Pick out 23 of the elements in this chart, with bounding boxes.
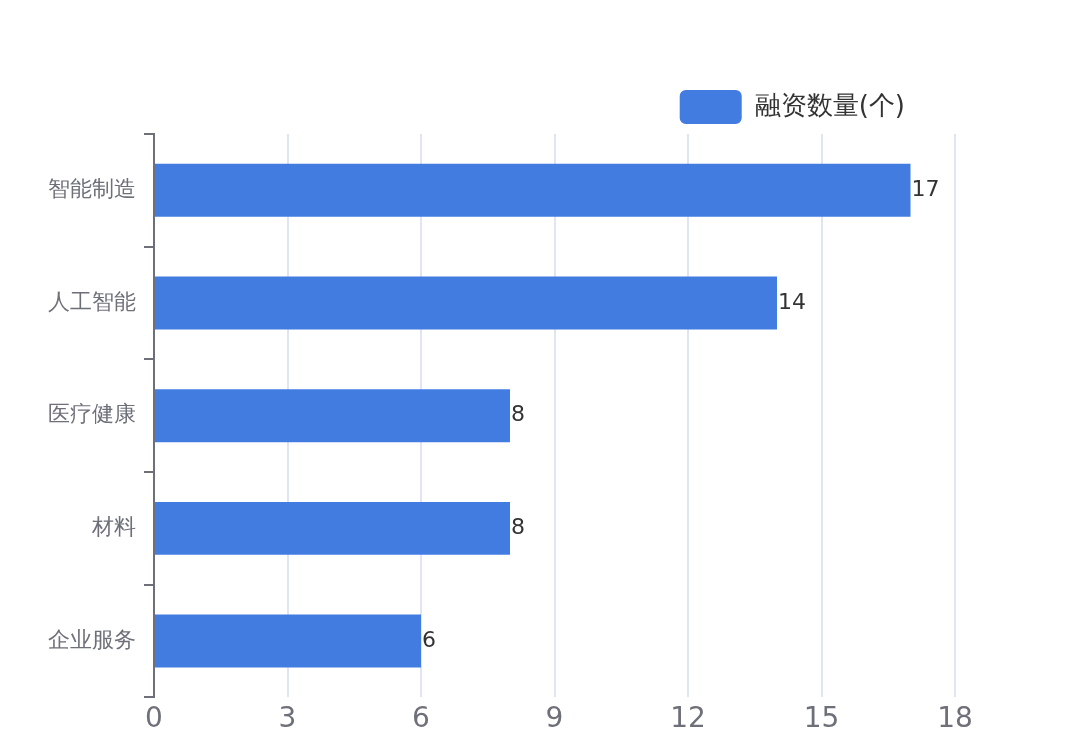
data-label: 6 [422, 626, 436, 652]
x-tick-label: 9 [545, 701, 564, 735]
data-label: 17 [911, 176, 940, 202]
y-tick-label: 企业服务 [48, 626, 136, 652]
bar [155, 276, 777, 330]
bar [155, 163, 911, 217]
x-tick-label: 6 [412, 701, 430, 735]
y-tick-label: 人工智能 [48, 288, 136, 314]
data-label: 14 [778, 288, 806, 314]
legend-label: 融资数量(个) [754, 89, 906, 120]
y-tick-label: 医疗健康 [48, 401, 136, 427]
bar [155, 389, 510, 443]
bar [155, 614, 421, 668]
y-tick-label: 智能制造 [48, 176, 136, 202]
bar [155, 501, 510, 555]
data-label: 8 [511, 401, 525, 427]
x-tick-label: 3 [278, 701, 297, 735]
x-tick-label: 12 [670, 701, 706, 735]
data-label: 8 [511, 514, 525, 540]
x-tick-label: 15 [803, 701, 840, 735]
x-tick-label: 0 [145, 701, 163, 735]
x-tick-label: 18 [937, 701, 973, 735]
y-tick-label: 材料 [91, 514, 136, 540]
